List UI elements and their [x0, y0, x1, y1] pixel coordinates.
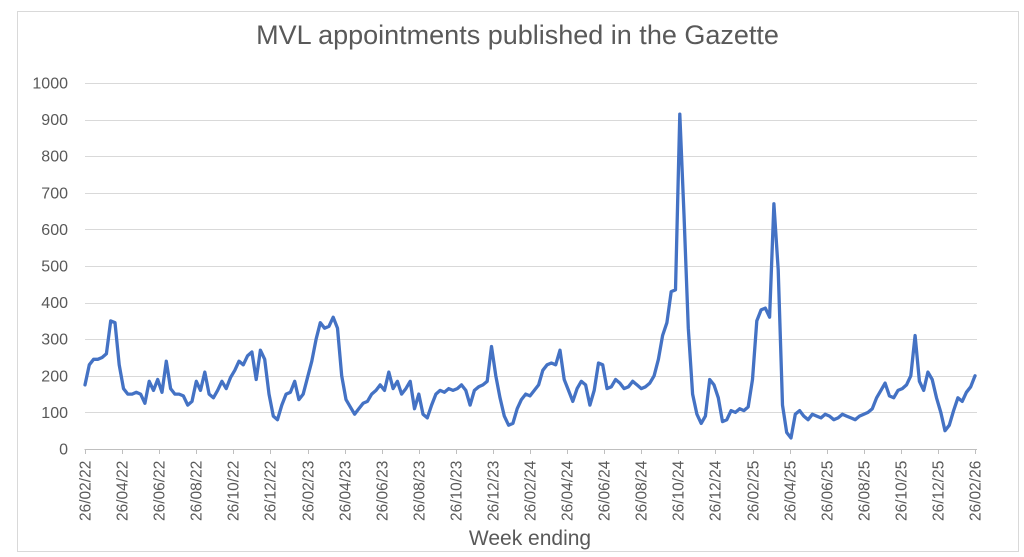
x-tick-label: 26/08/22: [189, 461, 206, 521]
x-tick-label: 26/08/25: [857, 461, 874, 521]
x-tick-label: 26/04/23: [338, 461, 355, 521]
x-tick-label: 26/12/25: [931, 461, 948, 521]
x-tick-label: 26/06/23: [375, 461, 392, 521]
x-tick-label: 26/04/22: [115, 461, 132, 521]
y-tick-label: 700: [41, 185, 68, 202]
chart-border: [17, 11, 1019, 552]
y-tick-label: 1000: [32, 76, 68, 93]
x-tick-label: 26/02/26: [968, 461, 985, 521]
x-axis-title: Week ending: [468, 527, 592, 550]
x-tick-label: 26/04/24: [560, 460, 577, 521]
x-tick-label: 26/10/22: [226, 461, 243, 521]
x-tick-label: 26/12/22: [263, 461, 280, 521]
y-tick-label: 600: [41, 222, 68, 239]
y-tick-label: 0: [59, 442, 68, 459]
x-tick-label: 26/06/25: [820, 461, 837, 521]
x-tick-label: 26/08/23: [412, 461, 429, 521]
y-tick-label: 300: [41, 332, 68, 349]
y-tick-label: 400: [41, 295, 68, 312]
x-tick-label: 26/12/23: [486, 461, 503, 521]
x-tick-label: 26/10/23: [449, 461, 466, 521]
y-tick-label: 800: [41, 149, 68, 166]
y-tick-label: 900: [41, 112, 68, 129]
x-tick-label: 26/10/24: [671, 460, 688, 521]
x-tick-label: 26/02/22: [78, 461, 95, 521]
x-tick-label: 26/02/23: [301, 461, 318, 521]
x-tick-label: 26/12/24: [708, 460, 725, 521]
x-tick-label: 26/10/25: [894, 461, 911, 521]
x-tick-label: 26/02/24: [523, 460, 540, 521]
x-tick-label: 26/06/22: [152, 461, 169, 521]
y-tick-label: 500: [41, 259, 68, 276]
x-tick-label: 26/04/25: [783, 461, 800, 521]
y-tick-label: 200: [41, 368, 68, 385]
x-tick-label: 26/08/24: [634, 460, 651, 521]
x-tick-label: 26/02/25: [746, 461, 763, 521]
y-tick-label: 100: [41, 405, 68, 422]
x-tick-label: 26/06/24: [597, 460, 614, 521]
chart-title: MVL appointments published in the Gazett…: [256, 20, 779, 50]
data-series-line: [83, 112, 977, 440]
